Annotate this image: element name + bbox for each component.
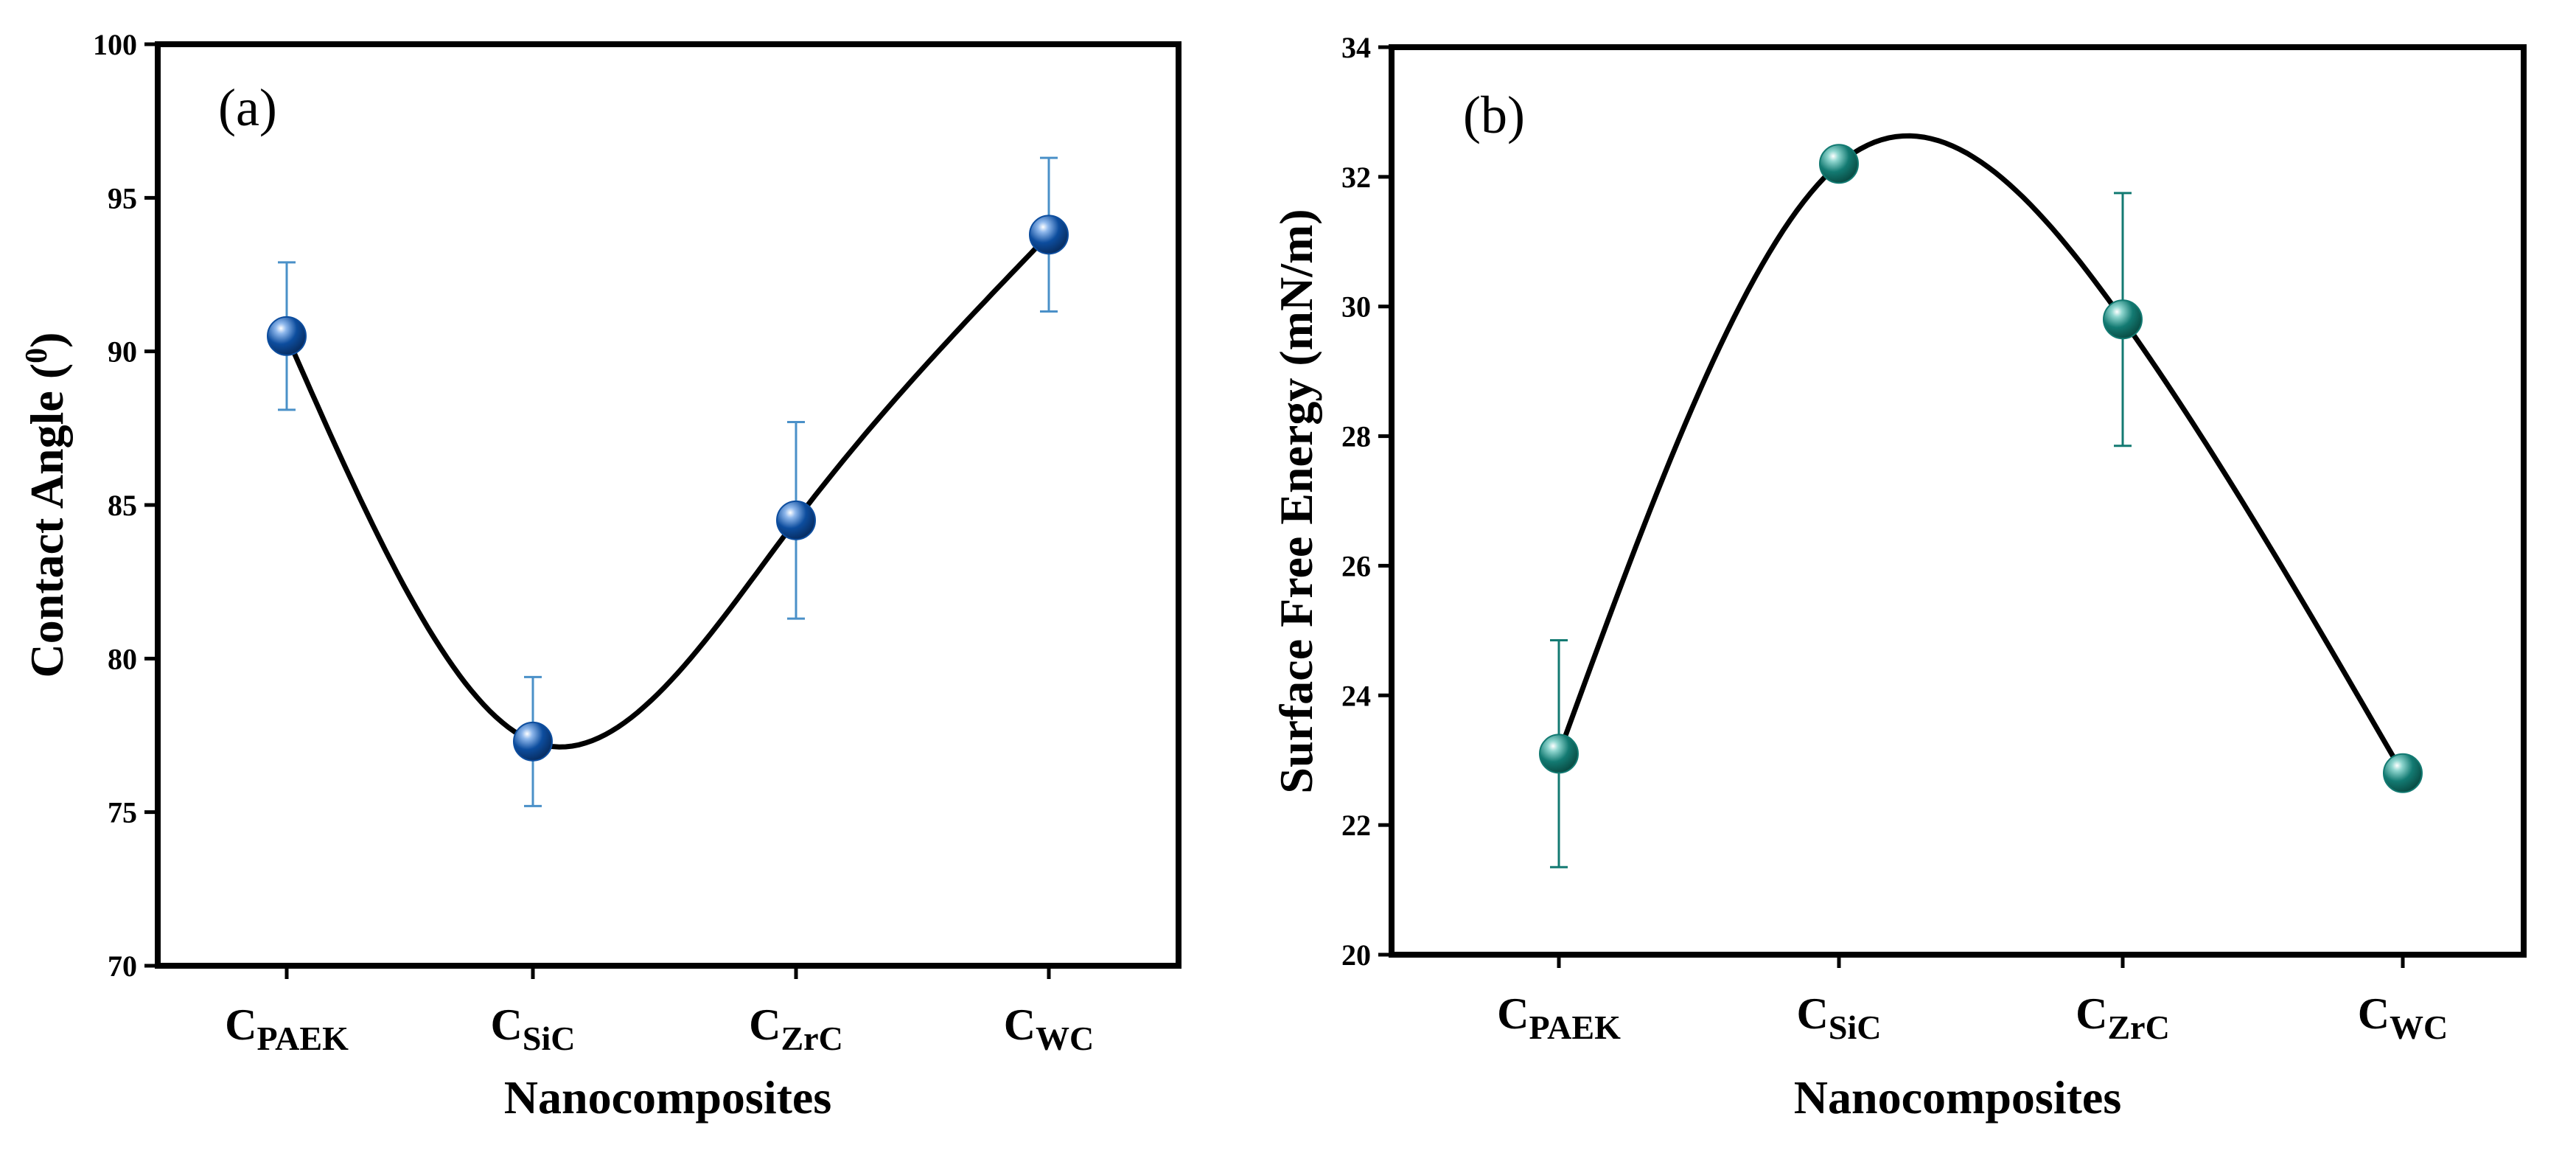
y-axis-title: Contact Angle (0) (20, 332, 73, 678)
y-tick-label: 20 (1341, 938, 1371, 972)
y-tick-label: 22 (1341, 809, 1371, 842)
y-tick-label: 32 (1341, 161, 1371, 194)
x-tick-label: CSiC (491, 1000, 576, 1057)
x-tick-label-base: C (2358, 989, 2390, 1038)
fit-curve (284, 232, 1051, 750)
x-tick-label-base: C (749, 1000, 781, 1049)
fit-curve (1556, 133, 2406, 775)
x-tick-label: CPAEK (1497, 989, 1621, 1046)
x-tick-label-sub: SiC (1829, 1009, 1882, 1046)
x-tick-label-sub: PAEK (256, 1020, 349, 1057)
x-axis-ticks: CPAEK CSiC CZrC CWC (225, 966, 1094, 1057)
data-point (1819, 144, 1859, 184)
panel-label: (b) (1463, 86, 1525, 144)
x-tick-label-sub: ZrC (781, 1020, 843, 1057)
data-point (1539, 734, 1579, 774)
x-tick-label-base: C (1004, 1000, 1036, 1049)
y-axis-title-sup: 0 (20, 348, 54, 363)
x-tick-label-sub: ZrC (2108, 1009, 2170, 1046)
x-tick-label: CZrC (2076, 989, 2170, 1046)
x-tick-label: CWC (1004, 1000, 1095, 1057)
y-tick-label: 28 (1341, 420, 1371, 453)
data-point (2383, 753, 2423, 793)
y-tick-label: 34 (1341, 31, 1371, 64)
y-axis-title-main: Contact Angle ( (21, 363, 73, 678)
y-axis-ticks: 70 75 80 85 90 95 100 (93, 28, 158, 983)
x-tick-label-sub: PAEK (1529, 1009, 1621, 1046)
y-tick-label: 80 (108, 642, 137, 675)
x-tick-label-base: C (491, 1000, 523, 1049)
x-tick-label-base: C (225, 1000, 256, 1049)
data-point (1029, 215, 1069, 255)
x-tick-label: CWC (2358, 989, 2448, 1046)
y-tick-label: 75 (108, 796, 137, 829)
x-tick-label-sub: WC (2390, 1009, 2448, 1046)
y-tick-label: 85 (108, 489, 137, 522)
x-tick-label: CZrC (749, 1000, 843, 1057)
plot-frame (155, 41, 1181, 969)
x-tick-label-sub: WC (1036, 1020, 1094, 1057)
x-axis-title: Nanocomposites (504, 1071, 831, 1124)
y-axis-title: Surface Free Energy (mN/m) (1270, 209, 1322, 793)
x-axis-ticks: CPAEK CSiC CZrC CWC (1497, 955, 2448, 1046)
y-tick-label: 30 (1341, 290, 1371, 324)
data-point (2103, 299, 2143, 340)
data-point (267, 316, 307, 356)
data-point (513, 721, 553, 762)
y-tick-label: 26 (1341, 549, 1371, 582)
x-tick-label-base: C (1497, 989, 1529, 1038)
y-tick-label: 24 (1341, 679, 1371, 712)
plot-frame (1389, 44, 2527, 958)
x-tick-label-sub: SiC (523, 1020, 576, 1057)
data-marks (1539, 144, 2423, 868)
y-tick-label: 95 (108, 181, 137, 215)
data-point (776, 500, 816, 540)
x-tick-label: CPAEK (225, 1000, 349, 1057)
data-marks (267, 156, 1069, 807)
y-tick-label: 100 (93, 28, 137, 61)
panel-label: (a) (218, 78, 277, 137)
x-tick-label-base: C (1797, 989, 1829, 1038)
y-axis-title-end: ) (21, 332, 73, 348)
x-tick-label: CSiC (1797, 989, 1882, 1046)
x-axis-title: Nanocomposites (1794, 1071, 2121, 1124)
x-tick-label-base: C (2076, 989, 2107, 1038)
y-tick-label: 70 (108, 950, 137, 983)
y-tick-label: 90 (108, 335, 137, 369)
y-axis-ticks: 20 22 24 26 28 30 32 34 (1341, 31, 1392, 972)
